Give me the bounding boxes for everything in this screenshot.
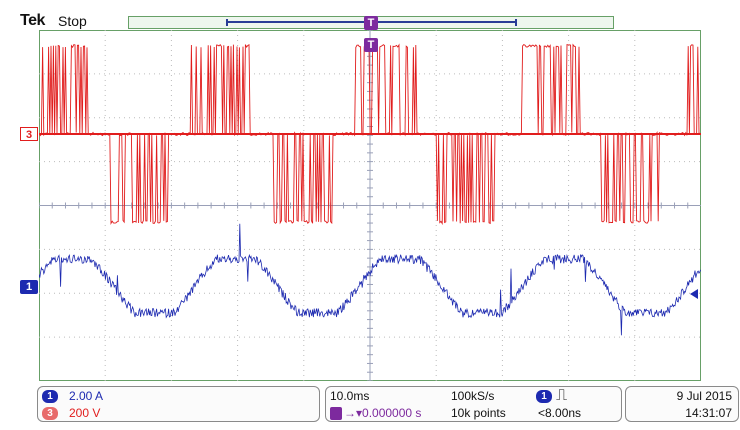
ch3-ground-marker[interactable]: 3 [20,127,38,141]
trigger-arrow-icon: → [344,406,356,420]
sample-rate: 100kS/s [451,389,495,403]
time-text: 14:31:07 [685,406,732,420]
top-bar: Tek Stop T [0,0,740,30]
waveform-display [39,30,701,381]
timebase-panel[interactable]: 10.0ms 100kS/s → ▾0.000000 s 10k points … [325,386,622,422]
time-per-div: 10.0ms [330,389,370,403]
readout-bar: 1 2.00 A 3 200 V 10.0ms 100kS/s → ▾0.000… [0,384,740,430]
waveform-graticule [39,30,701,381]
trigger-marker-icon[interactable]: T [364,38,378,52]
date-text: 9 Jul 2015 [676,389,732,403]
rising-edge-pulse-icon: ⎍ [556,387,568,404]
trigger-position-top-icon[interactable]: T [364,16,378,30]
brand-logo: Tek [20,12,45,29]
acquisition-status: Stop [58,13,87,29]
trigger-detail: <8.00ns [538,406,582,420]
ch1-badge: 1 [42,390,58,403]
ch1-waveform [39,223,701,336]
datetime-panel: 9 Jul 2015 14:31:07 [625,386,739,422]
ch3-scale: 200 V [69,406,101,420]
trigger-level-arrow-icon[interactable] [690,289,698,299]
ch1-scale: 2.00 A [69,389,104,403]
trigger-position-value: ▾0.000000 s [356,406,422,420]
trigger-source-badge: 1 [536,390,552,403]
trigger-position-icon [330,407,342,420]
record-length: 10k points [451,406,506,420]
ch3-badge: 3 [42,407,58,420]
channel-scale-panel[interactable]: 1 2.00 A 3 200 V [37,386,320,422]
ch1-ground-marker[interactable]: 1 [20,280,38,294]
